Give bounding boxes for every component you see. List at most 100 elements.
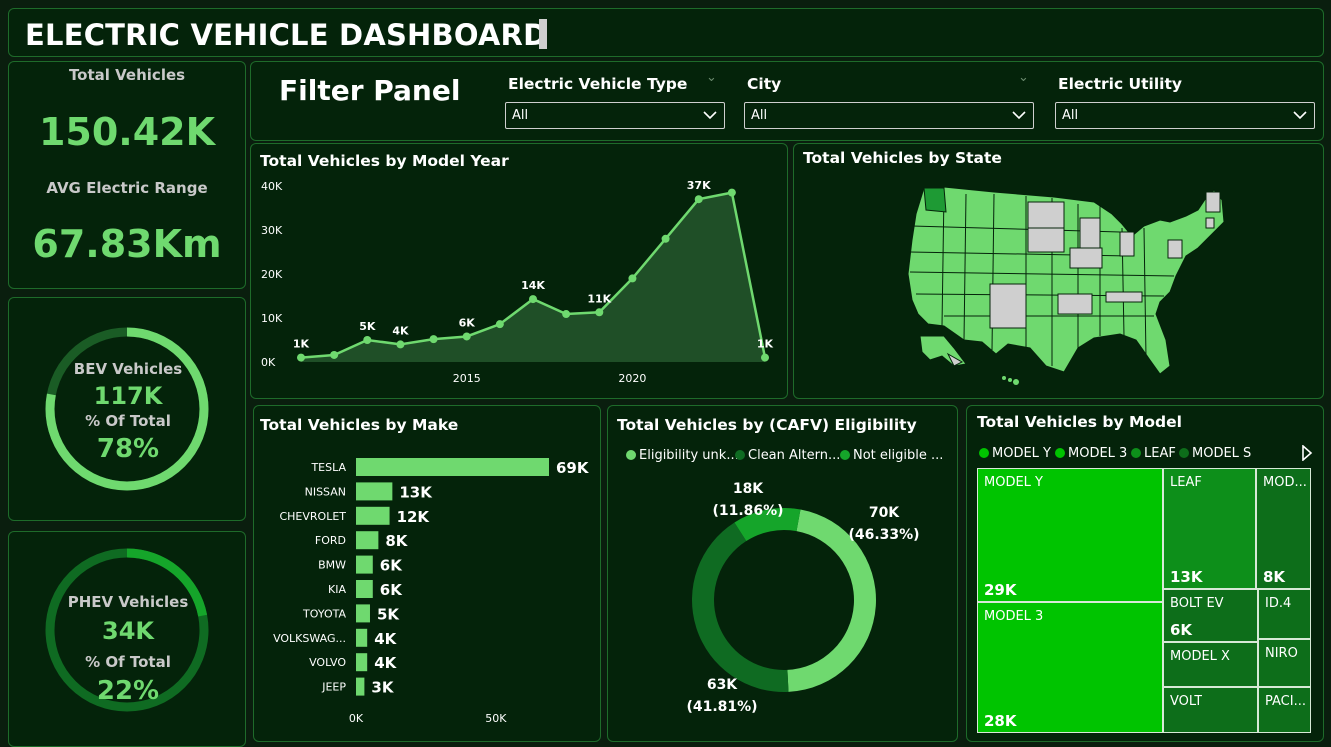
data-point	[727, 188, 736, 197]
legend-next-icon[interactable]	[1301, 445, 1313, 461]
cafv-chart-title: Total Vehicles by (CAFV) Eligibility	[617, 416, 917, 434]
category-label: CHEVROLET	[279, 510, 346, 523]
dashboard-title: ELECTRIC VEHICLE DASHBOARD	[25, 18, 548, 52]
state-map-panel[interactable]: Total Vehicles by State	[793, 143, 1324, 399]
legend-dot-icon	[735, 450, 745, 460]
category-label: TESLA	[310, 461, 346, 474]
dashboard-title-bar: ELECTRIC VEHICLE DASHBOARD	[8, 8, 1324, 57]
treemap-tile[interactable]: NIRO	[1258, 639, 1311, 687]
cafv-chart-panel[interactable]: Total Vehicles by (CAFV) Eligibility Eli…	[607, 405, 958, 742]
treemap-tile[interactable]: MODEL Y 29K	[977, 468, 1163, 602]
city-dropdown[interactable]: All	[744, 102, 1034, 129]
bev-ring-arc	[45, 327, 209, 491]
data-label: 70K	[869, 505, 900, 521]
cafv-legend-item-1[interactable]: Eligibility unk...	[626, 448, 739, 463]
cafv-donut-chart[interactable]: 70K (46.33%) 63K (41.81%) 18K (11.86%)	[608, 406, 959, 743]
ev-type-dropdown[interactable]: All	[505, 102, 725, 129]
category-label: BMW	[318, 559, 346, 572]
x-tick-label: 2020	[618, 372, 646, 385]
bar	[356, 677, 365, 696]
gray-states	[989, 191, 1221, 329]
treemap-tile[interactable]: BOLT EV 6K	[1163, 589, 1258, 642]
treemap-tile[interactable]: MOD... 8K	[1256, 468, 1311, 589]
bar	[356, 555, 373, 574]
category-label: JEEP	[321, 681, 346, 694]
data-label: 5K	[359, 320, 376, 333]
model-year-chart-panel[interactable]: Total Vehicles by Model Year 0K 10K 20K 30K…	[250, 143, 788, 399]
city-dropdown-value: All	[751, 108, 768, 123]
area-fill	[301, 192, 765, 362]
data-label: 11K	[587, 292, 611, 305]
donut-slice	[787, 509, 876, 692]
text-cursor	[539, 19, 547, 49]
data-label: 14K	[521, 279, 545, 292]
hawaii-shape	[1002, 376, 1019, 385]
treemap-legend-item-4[interactable]: MODEL S	[1179, 446, 1251, 461]
data-label: 5K	[377, 605, 400, 623]
ev-type-filter-label: Electric Vehicle Type	[508, 75, 688, 93]
bev-card[interactable]: BEV Vehicles 117K % Of Total 78%	[8, 297, 246, 521]
chevron-down-icon	[1293, 111, 1307, 120]
treemap-tile[interactable]: PACI...	[1258, 687, 1311, 733]
cafv-legend-item-3[interactable]: Not eligible ...	[840, 448, 943, 463]
make-bar-chart[interactable]: TESLA 69K NISSAN 13K CHEVROLET 12K FORD 8K BMW 6K…	[254, 406, 602, 743]
utility-dropdown-value: All	[1062, 108, 1079, 123]
data-label: 8K	[385, 532, 408, 550]
washington-state	[923, 187, 947, 213]
data-label: (41.81%)	[686, 699, 757, 715]
ev-type-expand-icon[interactable]: ⌄	[706, 70, 717, 85]
data-point	[562, 310, 571, 319]
data-label: (46.33%)	[848, 527, 919, 543]
bar	[356, 458, 549, 476]
treemap-tile[interactable]: MODEL X	[1163, 642, 1258, 687]
city-expand-icon[interactable]: ⌄	[1018, 70, 1029, 85]
data-point	[330, 350, 339, 359]
legend-dot-icon	[979, 448, 989, 458]
kpi-card[interactable]: Total Vehicles 150.42K AVG Electric Rang…	[8, 61, 246, 289]
data-point	[595, 308, 604, 317]
phev-label: PHEV Vehicles	[67, 593, 189, 611]
treemap-tile[interactable]: MODEL 3 28K	[977, 602, 1163, 733]
donut-slice	[692, 522, 789, 692]
us-state-map[interactable]	[794, 144, 1325, 400]
x-tick-label: 50K	[485, 712, 507, 725]
bev-label: BEV Vehicles	[73, 360, 183, 378]
treemap-tile[interactable]: ID.4	[1258, 589, 1311, 639]
category-label: KIA	[328, 583, 346, 596]
legend-dot-icon	[626, 450, 636, 460]
treemap-legend-item-2[interactable]: MODEL 3	[1055, 446, 1127, 461]
state-map-title: Total Vehicles by State	[803, 149, 1002, 167]
model-treemap-panel[interactable]: Total Vehicles by Model MODEL Y MODEL 3 …	[966, 405, 1324, 742]
model-year-area-chart[interactable]: 0K 10K 20K 30K 40K 2015 2020 1K 5K 4K 6K 14K 11K 37K 1…	[251, 144, 789, 400]
data-point	[462, 332, 471, 341]
treemap-legend-item-1[interactable]: MODEL Y	[979, 446, 1051, 461]
data-label: 1K	[293, 338, 310, 351]
total-vehicles-value: 150.42K	[38, 110, 216, 154]
utility-filter-label: Electric Utility	[1058, 75, 1182, 93]
data-label: 18K	[733, 481, 764, 497]
utility-dropdown[interactable]: All	[1055, 102, 1315, 129]
treemap-legend-item-3[interactable]: LEAF	[1131, 446, 1176, 461]
ev-type-dropdown-value: All	[512, 108, 529, 123]
legend-dot-icon	[840, 450, 850, 460]
phev-value: 34K	[102, 617, 154, 645]
phev-ring	[45, 548, 209, 712]
data-label: 4K	[374, 654, 397, 672]
bar	[356, 628, 368, 647]
cafv-legend-item-2[interactable]: Clean Altern...	[735, 448, 840, 463]
treemap-tile[interactable]: VOLT	[1163, 687, 1258, 733]
bar	[356, 580, 373, 598]
filter-panel-title: Filter Panel	[279, 74, 461, 107]
y-tick-label: 10K	[261, 312, 283, 325]
bar	[356, 506, 390, 525]
bev-value: 117K	[93, 382, 163, 410]
data-label: 6K	[380, 557, 403, 575]
data-label: 63K	[707, 677, 738, 693]
model-year-chart-title: Total Vehicles by Model Year	[260, 152, 509, 170]
make-chart-title: Total Vehicles by Make	[260, 416, 459, 434]
phev-card[interactable]: PHEV Vehicles 34K % Of Total 22%	[8, 531, 246, 747]
total-vehicles-label: Total Vehicles	[68, 66, 186, 84]
data-label: (11.86%)	[712, 503, 783, 519]
make-chart-panel[interactable]: Total Vehicles by Make TESLA 69K NISSAN 13K…	[253, 405, 601, 742]
treemap-tile[interactable]: LEAF 13K	[1163, 468, 1256, 589]
